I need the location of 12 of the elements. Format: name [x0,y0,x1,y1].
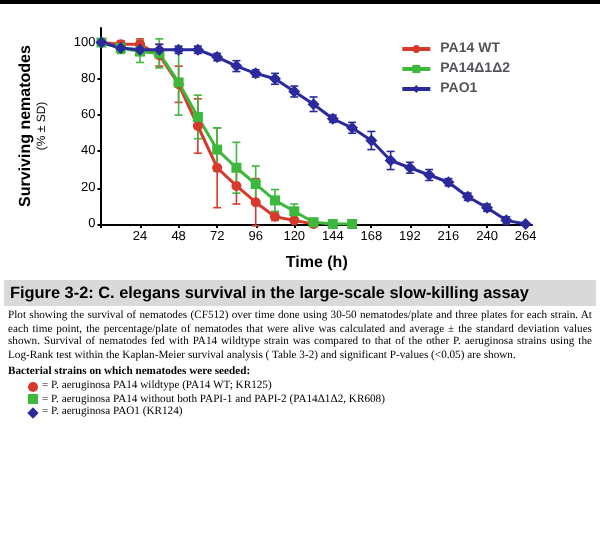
point [327,219,338,229]
point [384,154,397,167]
point [365,134,378,147]
point [192,111,203,122]
point [519,218,532,230]
point [269,195,280,206]
point [250,197,261,208]
point [212,144,223,155]
x-axis-title: Time (h) [285,252,349,271]
point [192,121,203,131]
point [347,219,358,229]
text: Figure 3-2: C. elegans survival in the large-scale slow-killing assay [4,280,596,306]
